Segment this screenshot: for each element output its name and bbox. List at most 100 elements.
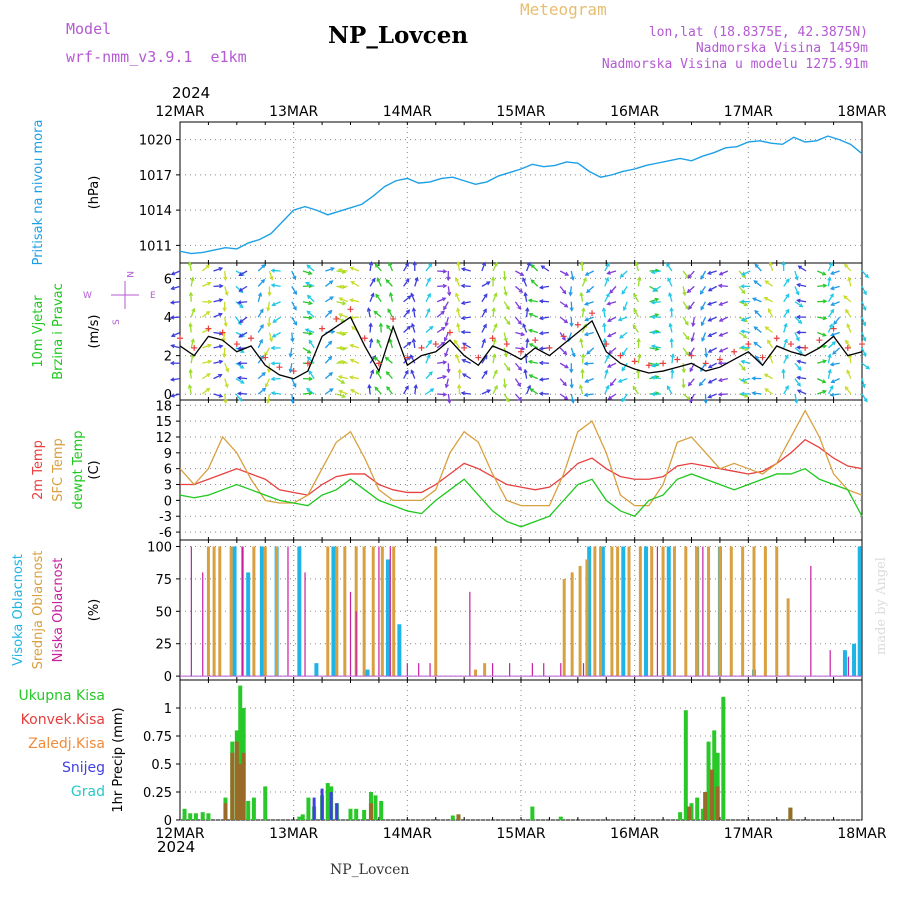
wind-arrow	[224, 286, 229, 296]
wind-arrow	[794, 378, 801, 387]
wind-arrow	[619, 331, 628, 339]
wind-arrowhead	[796, 382, 801, 387]
x-tick-label: 15MAR	[496, 826, 545, 842]
wind-arrowhead	[529, 388, 534, 393]
cloud-bar	[434, 546, 438, 677]
wind-arrow	[741, 360, 751, 364]
wind-arrowhead	[785, 278, 790, 283]
wind-arrowhead	[764, 326, 770, 331]
wind-arrowhead	[740, 359, 745, 365]
wind-arrow	[268, 270, 273, 280]
wind-arrow	[559, 378, 567, 386]
wind-arrow	[425, 340, 432, 349]
wind-arrow	[797, 360, 807, 364]
model-name: wrf-nmm_v3.9.1 e1km	[66, 48, 247, 66]
wind-arrowhead	[411, 337, 417, 343]
wind-arrowhead	[718, 332, 723, 337]
wind-arrow	[445, 378, 449, 388]
wind-gust-marker	[574, 321, 581, 328]
wind-arrowhead	[218, 298, 224, 303]
wind-arrow	[481, 339, 486, 349]
wind-arrow	[579, 385, 584, 395]
y-tick-label: 4	[164, 311, 172, 326]
cloud-bar	[587, 546, 592, 677]
wind-arrowhead	[306, 310, 311, 315]
cloud-bar	[241, 546, 244, 677]
cloud-bar	[206, 546, 210, 677]
wind-arrowhead	[538, 315, 544, 321]
wind-arrowhead	[236, 361, 242, 366]
wind-arrow	[649, 285, 658, 292]
wind-arrow	[618, 378, 628, 383]
wind-arrow	[529, 388, 539, 395]
wind-arrowhead	[218, 393, 224, 398]
wind-arrowhead	[222, 307, 227, 312]
precip-total-bar	[354, 808, 359, 820]
wind-arrow	[189, 369, 192, 379]
wind-arrow	[783, 339, 788, 349]
wind-arrow	[481, 281, 491, 287]
wind-arrow	[257, 372, 266, 380]
cloud-bar	[842, 650, 847, 677]
wind-arrowhead	[740, 391, 745, 396]
wind-arrow	[559, 316, 568, 324]
wind-arrow	[559, 362, 569, 369]
wind-arrowhead	[410, 354, 414, 359]
wind-arrowhead	[388, 291, 394, 297]
wind-arrow	[607, 301, 617, 305]
wind-arrowhead	[288, 353, 293, 358]
wind-arrowhead	[444, 352, 449, 358]
wind-arrow	[603, 323, 606, 333]
y-tick-label: 18	[155, 399, 172, 414]
wind-arrowhead	[374, 386, 379, 391]
y-axis-label: (C)	[87, 460, 102, 479]
wind-arrowhead	[259, 308, 264, 313]
cloud-bar	[335, 546, 339, 677]
cloud-bar	[392, 546, 396, 677]
side-label: Niska Oblacnost	[51, 558, 66, 663]
wind-arrowhead	[580, 368, 585, 373]
cloud-bar	[212, 546, 216, 677]
cloud-bar	[389, 546, 391, 677]
x-tick-label: 16MAR	[610, 104, 659, 120]
wind-arrow	[492, 323, 498, 333]
wind-arrowhead	[266, 368, 272, 374]
wind-arrowhead	[520, 346, 526, 351]
wind-arrowhead	[707, 317, 712, 322]
wind-arrowhead	[740, 284, 745, 289]
wind-arrow	[666, 385, 673, 395]
wind-arrowhead	[505, 398, 510, 403]
wind-arrow	[604, 354, 610, 364]
cloud-bar	[252, 546, 256, 677]
wind-arrow	[324, 388, 334, 395]
wind-arrowhead	[486, 281, 491, 286]
wind-arrowhead	[518, 288, 524, 293]
wind-arrowhead	[717, 283, 723, 288]
wind-arrowhead	[540, 265, 546, 270]
y-axis-label: (%)	[87, 599, 102, 622]
wind-arrowhead	[366, 307, 372, 312]
wind-arrowhead	[845, 339, 850, 344]
wind-arrowhead	[602, 337, 608, 343]
wind-arrowhead	[846, 369, 851, 374]
wind-arrow	[524, 292, 528, 302]
wind-arrow	[188, 262, 192, 272]
wind-arrow	[481, 389, 491, 395]
wind-arrowhead	[187, 261, 193, 266]
wind-arrow	[559, 270, 569, 276]
wind-arrow	[308, 339, 315, 349]
wind-arrow	[831, 301, 840, 306]
wind-arrow	[765, 280, 773, 287]
wind-arrow	[306, 264, 315, 272]
wind-arrowhead	[522, 277, 527, 282]
wind-arrow	[585, 378, 594, 383]
wind-arrow	[719, 331, 729, 337]
wind-arrowhead	[740, 271, 746, 276]
wind-arrow	[338, 331, 348, 334]
wind-arrowhead	[584, 378, 589, 383]
wind-arrow	[682, 363, 685, 373]
wind-arrow	[700, 286, 707, 295]
x-tick-label: 12MAR	[155, 826, 204, 842]
wind-arrow	[753, 280, 762, 287]
wind-arrowhead	[796, 389, 802, 394]
